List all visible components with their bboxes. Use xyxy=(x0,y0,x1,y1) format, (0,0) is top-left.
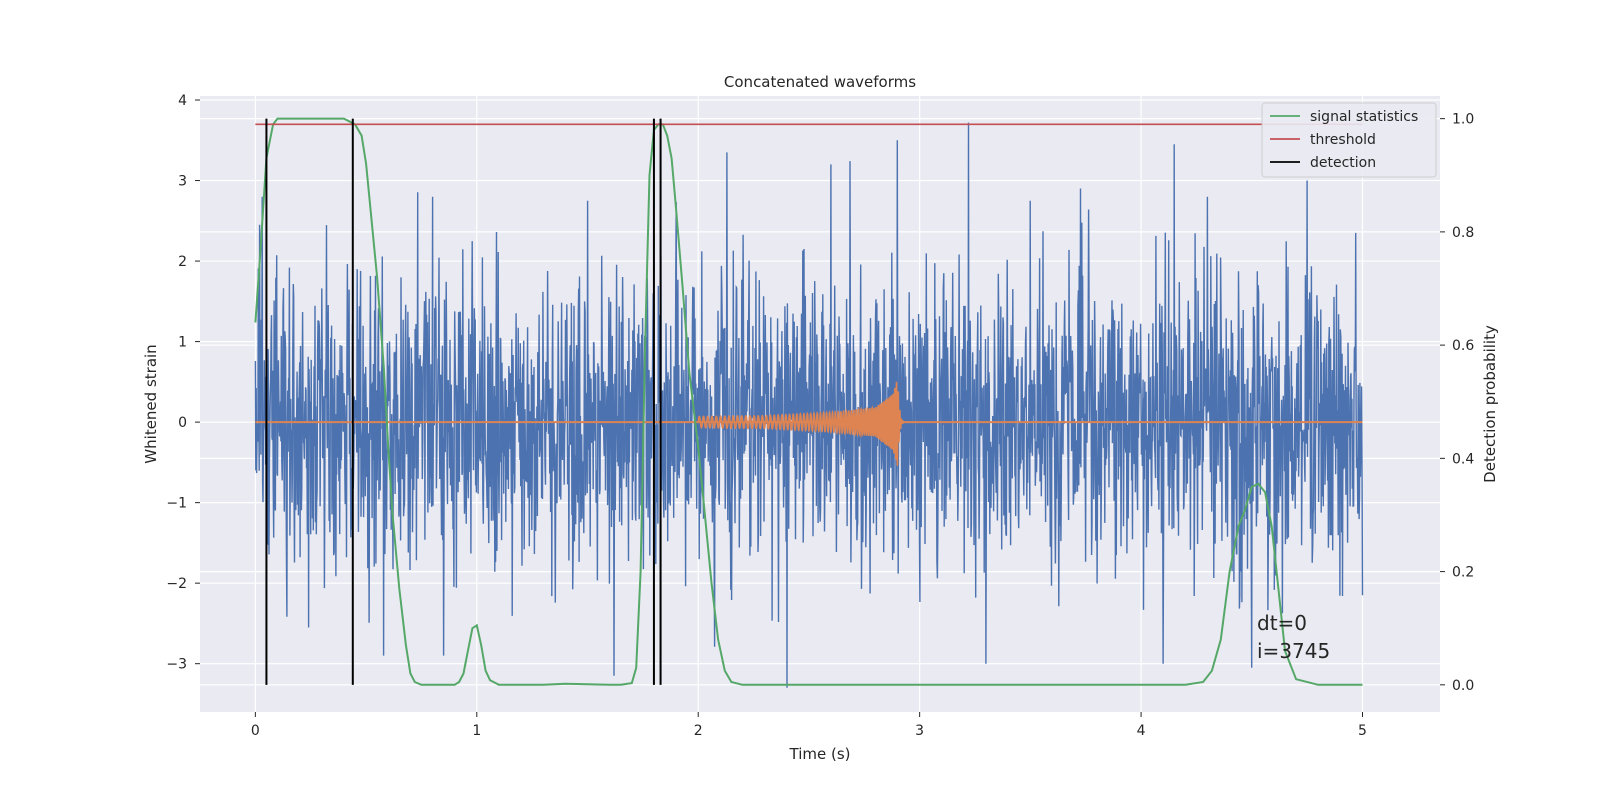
y-right-tick-label: 0.0 xyxy=(1452,678,1474,694)
y-tick-label: 3 xyxy=(178,174,187,190)
annotation-index: i=3745 xyxy=(1257,639,1330,663)
strain-series xyxy=(254,122,1364,688)
legend: signal statistics threshold detection xyxy=(1261,102,1437,178)
y-right-tick-label: 0.4 xyxy=(1452,451,1474,467)
y-tick-label: −2 xyxy=(166,576,187,592)
x-axis-label: Time (s) xyxy=(789,745,851,763)
legend-label-detection: detection xyxy=(1310,155,1376,171)
detection-series xyxy=(265,118,662,685)
chart-title: Concatenated waveforms xyxy=(724,73,916,91)
y-tick-label: 1 xyxy=(178,335,187,351)
injection-series xyxy=(255,381,1363,466)
y-tick-label: 4 xyxy=(178,93,187,109)
x-tick-label: 1 xyxy=(472,723,481,739)
x-tick-label: 2 xyxy=(694,723,703,739)
y-right-tick-label: 1.0 xyxy=(1452,112,1474,128)
ticks: 0 1 2 3 4 5 −3 −2 −1 0 1 2 3 4 0.0 0.2 0.4 0.6 0.8 1.0 xyxy=(166,93,1474,739)
legend-label-threshold: threshold xyxy=(1310,132,1376,148)
y-axis-right-label: Detection probability xyxy=(1481,325,1499,483)
y-tick-label: −3 xyxy=(166,657,187,673)
legend-box xyxy=(1261,102,1437,178)
injection-chirp xyxy=(697,381,905,466)
y-right-tick-label: 0.8 xyxy=(1452,225,1474,241)
x-tick-label: 5 xyxy=(1358,723,1367,739)
y-tick-label: 0 xyxy=(178,415,187,431)
y-tick-label: 2 xyxy=(178,254,187,270)
signal-statistics-series xyxy=(254,117,1363,686)
x-tick-label: 0 xyxy=(251,723,260,739)
y-tick-label: −1 xyxy=(166,496,187,512)
x-tick-label: 3 xyxy=(915,723,924,739)
y-axis-label: Whitened strain xyxy=(142,344,160,463)
x-tick-label: 4 xyxy=(1137,723,1146,739)
signal-statistics-line xyxy=(254,117,1363,686)
strain-line xyxy=(254,122,1364,688)
y-right-tick-label: 0.6 xyxy=(1452,338,1474,354)
annotation-dt: dt=0 xyxy=(1257,611,1307,635)
legend-label-signal-statistics: signal statistics xyxy=(1310,109,1418,125)
y-right-tick-label: 0.2 xyxy=(1452,565,1474,581)
